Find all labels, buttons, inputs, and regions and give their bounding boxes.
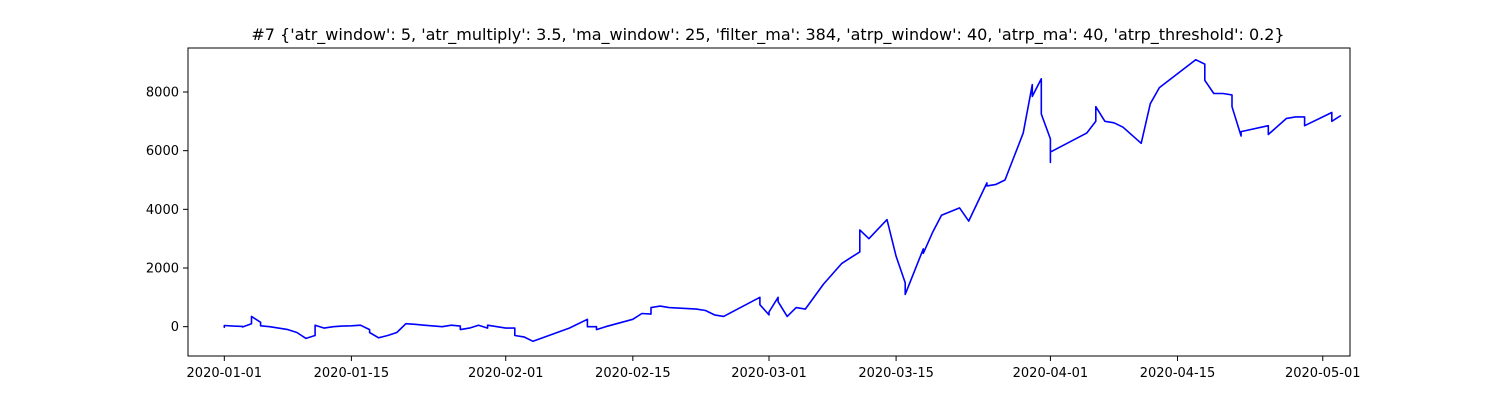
x-tick-label: 2020-04-01 bbox=[1013, 366, 1089, 381]
x-tick-label: 2020-02-01 bbox=[468, 366, 544, 381]
plot-area bbox=[187, 47, 1351, 357]
x-tick-label: 2020-04-15 bbox=[1140, 366, 1216, 381]
plot-frame bbox=[187, 47, 1351, 357]
x-tick-label: 2020-01-01 bbox=[187, 366, 263, 381]
series-layer bbox=[223, 58, 1342, 343]
x-tick-label: 2020-02-15 bbox=[595, 366, 671, 381]
y-tick-label: 8000 bbox=[146, 86, 179, 101]
series-line-0 bbox=[223, 58, 1342, 343]
x-tick-label: 2020-03-15 bbox=[858, 366, 934, 381]
y-tick-label: 2000 bbox=[146, 262, 179, 277]
x-tick-label: 2020-03-01 bbox=[731, 366, 807, 381]
x-tick-label: 2020-05-01 bbox=[1285, 366, 1361, 381]
x-tick-label: 2020-01-15 bbox=[314, 366, 390, 381]
y-tick-label: 4000 bbox=[146, 203, 179, 218]
y-axis: 0 2000 4000 6000 8000 bbox=[146, 86, 188, 335]
y-tick-label: 6000 bbox=[146, 144, 179, 159]
y-tick-label: 0 bbox=[171, 320, 179, 335]
x-axis: 2020-01-01 2020-01-15 2020-02-01 2020-02-15… bbox=[187, 356, 1361, 381]
chart-title: #7 {'atr_window': 5, 'atr_multiply': 3.5… bbox=[251, 25, 1284, 45]
